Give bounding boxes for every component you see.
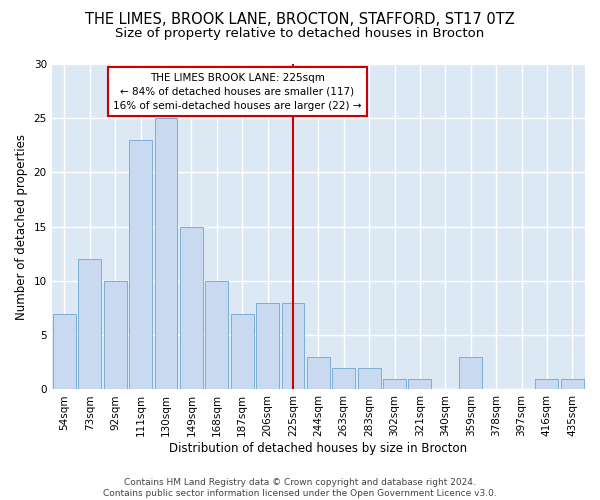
- Text: THE LIMES BROOK LANE: 225sqm
← 84% of detached houses are smaller (117)
16% of s: THE LIMES BROOK LANE: 225sqm ← 84% of de…: [113, 72, 361, 110]
- Bar: [205, 281, 228, 390]
- Bar: [459, 357, 482, 390]
- Bar: [383, 378, 406, 390]
- Text: THE LIMES, BROOK LANE, BROCTON, STAFFORD, ST17 0TZ: THE LIMES, BROOK LANE, BROCTON, STAFFORD…: [85, 12, 515, 28]
- Bar: [256, 302, 279, 390]
- Y-axis label: Number of detached properties: Number of detached properties: [15, 134, 28, 320]
- Bar: [409, 378, 431, 390]
- Bar: [129, 140, 152, 390]
- Bar: [535, 378, 559, 390]
- Bar: [231, 314, 254, 390]
- Bar: [53, 314, 76, 390]
- Bar: [358, 368, 380, 390]
- Bar: [180, 226, 203, 390]
- Bar: [104, 281, 127, 390]
- Text: Size of property relative to detached houses in Brocton: Size of property relative to detached ho…: [115, 28, 485, 40]
- Bar: [561, 378, 584, 390]
- Bar: [332, 368, 355, 390]
- X-axis label: Distribution of detached houses by size in Brocton: Distribution of detached houses by size …: [169, 442, 467, 455]
- Text: Contains HM Land Registry data © Crown copyright and database right 2024.
Contai: Contains HM Land Registry data © Crown c…: [103, 478, 497, 498]
- Bar: [281, 302, 304, 390]
- Bar: [307, 357, 330, 390]
- Bar: [79, 260, 101, 390]
- Bar: [155, 118, 178, 390]
